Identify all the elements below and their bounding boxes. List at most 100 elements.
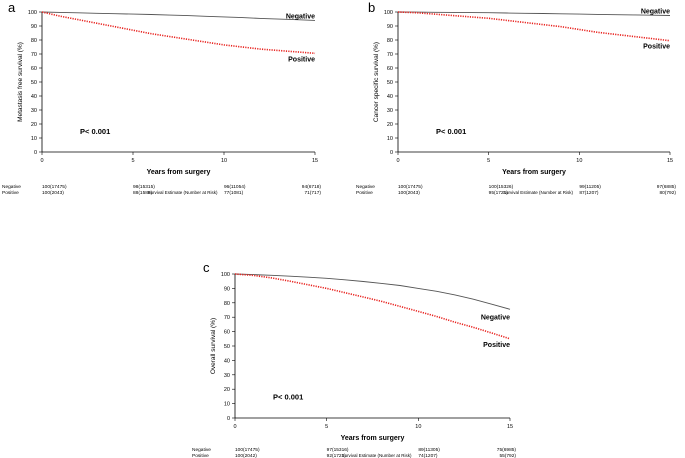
y-tick-label: 40 bbox=[224, 358, 230, 364]
risk-row-label: Negative bbox=[2, 184, 21, 190]
risk-cell: 98(15315) bbox=[133, 184, 155, 190]
y-tick-label: 40 bbox=[31, 94, 37, 100]
x-tick-label: 0 bbox=[396, 158, 399, 164]
series-line-positive bbox=[397, 11, 671, 42]
y-tick-label: 70 bbox=[387, 52, 393, 58]
x-tick-label: 0 bbox=[233, 424, 236, 430]
series-end-label-positive: Positive bbox=[643, 44, 670, 51]
risk-cell: 100(17475) bbox=[42, 184, 67, 190]
y-tick-label: 90 bbox=[31, 24, 37, 30]
y-tick-label: 20 bbox=[387, 122, 393, 128]
y-tick-label: 30 bbox=[31, 108, 37, 114]
y-tick-label: 10 bbox=[31, 136, 37, 142]
series-end-label-negative: Negative bbox=[641, 9, 670, 16]
p-value-label: P< 0.001 bbox=[273, 392, 303, 401]
risk-cell: 100(2043) bbox=[398, 190, 420, 196]
series-end-label-negative: Negative bbox=[481, 314, 510, 321]
y-tick-label: 50 bbox=[224, 344, 230, 350]
y-tick-label: 0 bbox=[227, 416, 230, 422]
risk-cell: 74(1207) bbox=[418, 453, 438, 458]
risk-row-label: Positive bbox=[2, 190, 19, 196]
y-axis-title: Cancer specific survival (%) bbox=[373, 42, 380, 122]
risk-table-caption: Survival Estimate (Number at Risk) bbox=[341, 453, 412, 458]
y-tick-label: 20 bbox=[31, 122, 37, 128]
risk-cell: 100(2043) bbox=[42, 190, 64, 196]
series-end-label-positive: Positive bbox=[483, 342, 510, 349]
risk-cell: 80(792) bbox=[659, 190, 676, 196]
p-value-label: P< 0.001 bbox=[80, 127, 110, 136]
p-value-label: P< 0.001 bbox=[436, 127, 466, 136]
risk-cell: 100(15326) bbox=[489, 184, 514, 190]
risk-cell: 75(6985) bbox=[497, 447, 517, 453]
risk-cell: 97(15316) bbox=[327, 447, 349, 453]
y-tick-label: 60 bbox=[224, 330, 230, 336]
series-line-positive bbox=[234, 273, 511, 340]
y-tick-label: 20 bbox=[224, 387, 230, 393]
risk-cell: 97(6885) bbox=[657, 184, 677, 190]
y-tick-label: 80 bbox=[224, 301, 230, 307]
risk-cell: 100(2042) bbox=[235, 453, 257, 458]
y-tick-label: 90 bbox=[387, 24, 393, 30]
x-tick-label: 10 bbox=[221, 158, 227, 164]
series-end-label-positive: Positive bbox=[288, 56, 315, 63]
risk-row-label: Negative bbox=[356, 184, 375, 190]
risk-cell: 100(17475) bbox=[235, 447, 260, 453]
x-tick-label: 15 bbox=[312, 158, 318, 164]
risk-row-label: Negative bbox=[192, 447, 211, 453]
risk-table-caption: Survival Estimate (Number at Risk) bbox=[503, 190, 574, 195]
y-tick-label: 10 bbox=[387, 136, 393, 142]
risk-row-label: Positive bbox=[356, 190, 373, 196]
risk-cell: 77(1081) bbox=[224, 190, 244, 196]
risk-row-label: Positive bbox=[192, 453, 209, 458]
x-tick-label: 10 bbox=[576, 158, 582, 164]
risk-cell: 88(1588) bbox=[133, 190, 153, 196]
y-tick-label: 0 bbox=[390, 150, 393, 156]
y-tick-label: 60 bbox=[387, 66, 393, 72]
y-tick-label: 90 bbox=[224, 286, 230, 292]
series-line-negative bbox=[397, 11, 671, 16]
risk-cell: 71(717) bbox=[304, 190, 321, 196]
x-axis-title: Years from surgery bbox=[502, 169, 566, 176]
x-tick-label: 10 bbox=[415, 424, 421, 430]
y-tick-label: 100 bbox=[384, 10, 393, 16]
x-tick-label: 0 bbox=[40, 158, 43, 164]
y-tick-label: 100 bbox=[28, 10, 37, 16]
x-axis-title: Years from surgery bbox=[147, 169, 211, 176]
y-tick-label: 60 bbox=[31, 66, 37, 72]
x-axis-title: Years from surgery bbox=[341, 435, 405, 442]
panel-letter: b bbox=[368, 0, 375, 15]
y-tick-label: 30 bbox=[224, 373, 230, 379]
y-tick-label: 100 bbox=[221, 272, 230, 278]
x-tick-label: 15 bbox=[667, 158, 673, 164]
y-tick-label: 70 bbox=[224, 315, 230, 321]
chart-panel-c: c 0 10 20 30 40 50 60 70 80 90 100 0 5 10 15 Overall sur… bbox=[192, 260, 516, 458]
risk-cell: 100(17475) bbox=[398, 184, 423, 190]
risk-cell: 96(11054) bbox=[224, 184, 246, 190]
y-tick-label: 0 bbox=[34, 150, 37, 156]
risk-cell: 94(6718) bbox=[302, 184, 322, 190]
chart-panel-a: a 0 10 20 30 40 50 60 70 80 90 100 0 5 10 15 Metastasis … bbox=[2, 0, 321, 196]
x-tick-label: 5 bbox=[325, 424, 328, 430]
y-tick-label: 70 bbox=[31, 52, 37, 58]
x-tick-label: 15 bbox=[507, 424, 513, 430]
risk-cell: 55(792) bbox=[499, 453, 516, 458]
risk-cell: 87(1207) bbox=[579, 190, 599, 196]
y-axis-title: Overall survival (%) bbox=[210, 318, 217, 374]
risk-cell: 92(1721) bbox=[327, 453, 347, 458]
chart-panel-b: b 0 10 20 30 40 50 60 70 80 90 100 0 5 10 15 Cancer spec… bbox=[356, 0, 676, 196]
series-line-negative bbox=[234, 273, 511, 310]
series-line-negative bbox=[41, 11, 316, 21]
y-tick-label: 80 bbox=[31, 38, 37, 44]
series-line-positive bbox=[41, 11, 316, 55]
y-tick-label: 30 bbox=[387, 108, 393, 114]
risk-cell: 89(11305) bbox=[418, 447, 440, 453]
panel-letter: c bbox=[203, 260, 210, 275]
y-tick-label: 80 bbox=[387, 38, 393, 44]
risk-table-caption: Survival Estimate (Number at Risk) bbox=[147, 190, 218, 195]
y-tick-label: 40 bbox=[387, 94, 393, 100]
risk-cell: 99(11205) bbox=[579, 184, 601, 190]
y-tick-label: 10 bbox=[224, 402, 230, 408]
y-tick-label: 50 bbox=[387, 80, 393, 86]
risk-cell: 95(1721) bbox=[489, 190, 509, 196]
